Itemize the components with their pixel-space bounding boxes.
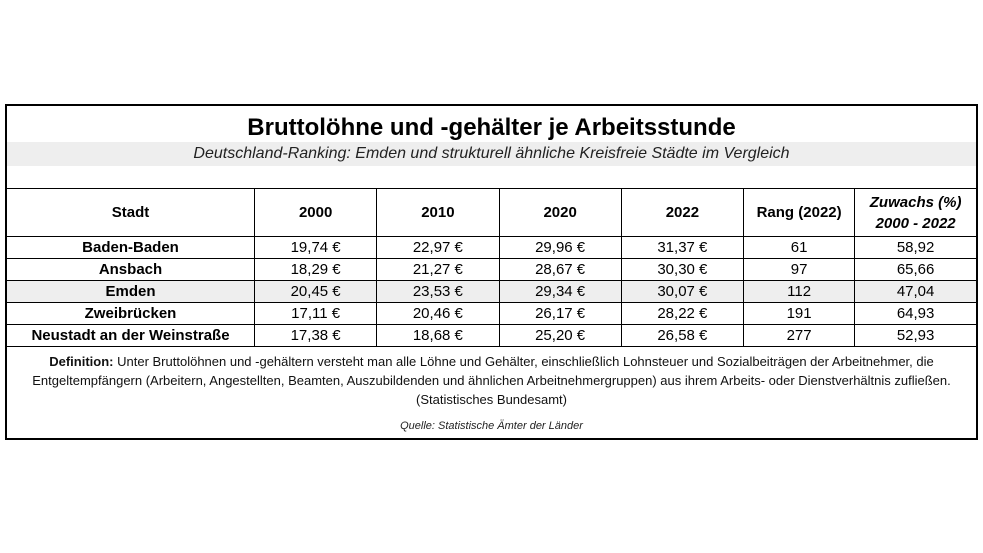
header-rank: Rang (2022) xyxy=(742,188,856,237)
cell-2010: 20,46 € xyxy=(376,302,500,325)
cell-2000: 18,29 € xyxy=(253,258,378,281)
cell-2010: 21,27 € xyxy=(376,258,500,281)
wage-table: Stadt 2000 2010 2020 2022 Rang (2022) Zu… xyxy=(7,188,976,347)
table-header-row: Stadt 2000 2010 2020 2022 Rang (2022) Zu… xyxy=(7,188,976,237)
cell-city: Zweibrücken xyxy=(7,302,255,325)
header-growth-label: Zuwachs (%) xyxy=(869,193,962,211)
cell-growth: 47,04 xyxy=(854,280,976,303)
cell-rank: 191 xyxy=(742,302,856,325)
table-subtitle: Deutschland-Ranking: Emden und strukture… xyxy=(7,142,976,166)
cell-rank: 61 xyxy=(742,236,856,259)
cell-rank: 112 xyxy=(742,280,856,303)
header-2000: 2000 xyxy=(253,188,378,237)
cell-growth: 58,92 xyxy=(854,236,976,259)
header-2010: 2010 xyxy=(376,188,500,237)
header-growth: Zuwachs (%) 2000 - 2022 xyxy=(854,188,976,237)
table-row: Zweibrücken 17,11 € 20,46 € 26,17 € 28,2… xyxy=(7,302,976,325)
source-note: Quelle: Statistische Ämter der Länder xyxy=(400,420,583,432)
cell-2000: 19,74 € xyxy=(253,236,378,259)
cell-2010: 22,97 € xyxy=(376,236,500,259)
cell-city: Baden-Baden xyxy=(7,236,255,259)
cell-2022: 30,07 € xyxy=(620,280,745,303)
cell-rank: 97 xyxy=(742,258,856,281)
cell-city: Ansbach xyxy=(7,258,255,281)
cell-2000: 17,38 € xyxy=(253,324,378,347)
cell-2020: 28,67 € xyxy=(498,258,622,281)
header-city: Stadt xyxy=(7,188,255,237)
table-frame: Bruttolöhne und -gehälter je Arbeitsstun… xyxy=(5,104,978,440)
cell-2022: 30,30 € xyxy=(620,258,745,281)
table-row: Ansbach 18,29 € 21,27 € 28,67 € 30,30 € … xyxy=(7,258,976,281)
header-2022: 2022 xyxy=(620,188,745,237)
table-row: Baden-Baden 19,74 € 22,97 € 29,96 € 31,3… xyxy=(7,236,976,259)
cell-2020: 29,96 € xyxy=(498,236,622,259)
cell-growth: 64,93 xyxy=(854,302,976,325)
cell-growth: 65,66 xyxy=(854,258,976,281)
cell-2022: 28,22 € xyxy=(620,302,745,325)
cell-2020: 26,17 € xyxy=(498,302,622,325)
cell-2022: 26,58 € xyxy=(620,324,745,347)
definition-label: Definition: xyxy=(49,354,114,369)
cell-city: Neustadt an der Weinstraße xyxy=(7,324,255,347)
cell-2010: 23,53 € xyxy=(376,280,500,303)
cell-growth: 52,93 xyxy=(854,324,976,347)
cell-rank: 277 xyxy=(742,324,856,347)
cell-2010: 18,68 € xyxy=(376,324,500,347)
definition-note: Definition: Unter Bruttolöhnen und -gehä… xyxy=(7,352,976,409)
cell-2000: 20,45 € xyxy=(253,280,378,303)
table-row: Neustadt an der Weinstraße 17,38 € 18,68… xyxy=(7,324,976,347)
cell-2000: 17,11 € xyxy=(253,302,378,325)
definition-text: Unter Bruttolöhnen und -gehältern verste… xyxy=(32,354,951,407)
table-row-highlighted: Emden 20,45 € 23,53 € 29,34 € 30,07 € 11… xyxy=(7,280,976,303)
cell-2020: 29,34 € xyxy=(498,280,622,303)
header-2020: 2020 xyxy=(498,188,622,237)
cell-2020: 25,20 € xyxy=(498,324,622,347)
table-title: Bruttolöhne und -gehälter je Arbeitsstun… xyxy=(247,114,736,141)
cell-2022: 31,37 € xyxy=(620,236,745,259)
cell-city: Emden xyxy=(7,280,255,303)
header-growth-period: 2000 - 2022 xyxy=(875,214,956,232)
